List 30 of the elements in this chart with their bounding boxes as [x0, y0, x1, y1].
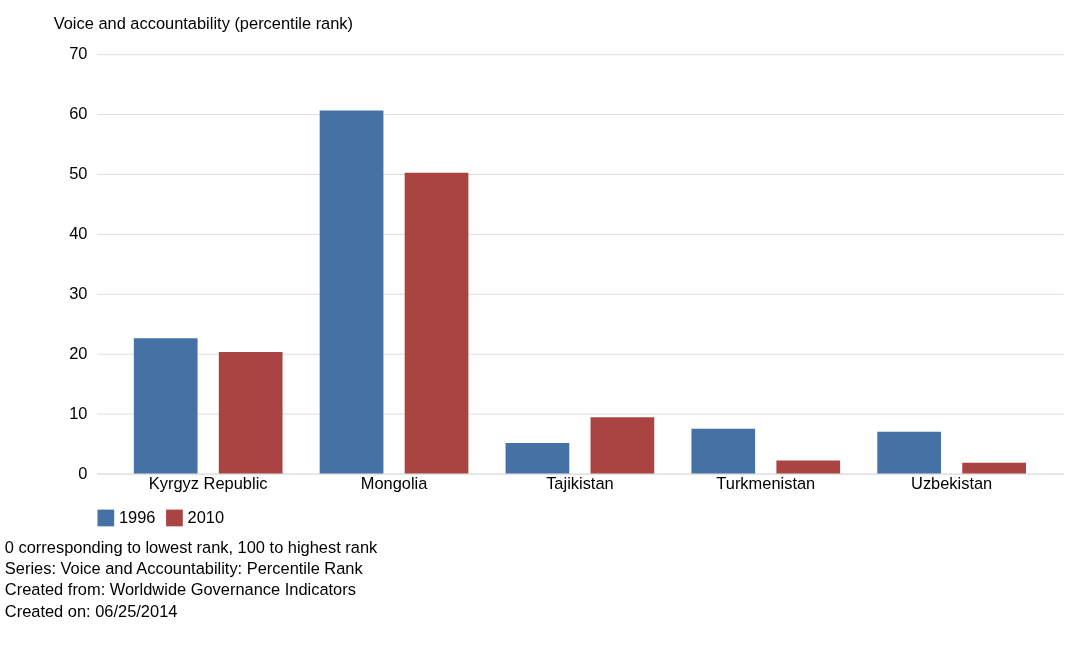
- x-tick-label: Turkmenistan: [716, 473, 816, 492]
- bar: [505, 443, 570, 474]
- y-tick-label: 30: [69, 284, 88, 303]
- bar: [962, 462, 1026, 474]
- text: Series: Voice and Accountability: Percentile Rank: [4, 559, 364, 578]
- text: Created on: 06/25/2014: [4, 601, 178, 620]
- bar: [590, 417, 655, 474]
- y-tick-label: 40: [69, 224, 88, 243]
- y-tick-label: 0: [78, 463, 88, 482]
- y-axis-title: Voice and accountability (percentile rank): [53, 14, 354, 33]
- bar: [319, 110, 384, 474]
- y-tick-label: 10: [69, 403, 88, 422]
- y-tick-label: 50: [69, 164, 88, 183]
- bar: [691, 428, 756, 474]
- bar: [877, 431, 942, 474]
- y-tick-label: 20: [69, 344, 88, 363]
- x-tick-label: Uzbekistan: [911, 473, 993, 492]
- y-tick-label: 70: [69, 44, 88, 63]
- x-tick-label: Mongolia: [360, 473, 429, 492]
- x-tick-label: Tajikistan: [546, 473, 614, 492]
- legend-label: 2010: [187, 507, 225, 526]
- text: Created from: Worldwide Governance Indicators: [4, 580, 356, 599]
- text: 0 corresponding to lowest rank, 100 to highest rank: [4, 537, 379, 556]
- x-tick-label: Kyrgyz Republic: [148, 473, 268, 492]
- bar: [218, 351, 283, 474]
- legend-label: 1996: [118, 507, 156, 526]
- y-tick-label: 60: [69, 104, 88, 123]
- bar: [133, 338, 198, 474]
- bar: [776, 460, 841, 474]
- bar: [404, 172, 469, 474]
